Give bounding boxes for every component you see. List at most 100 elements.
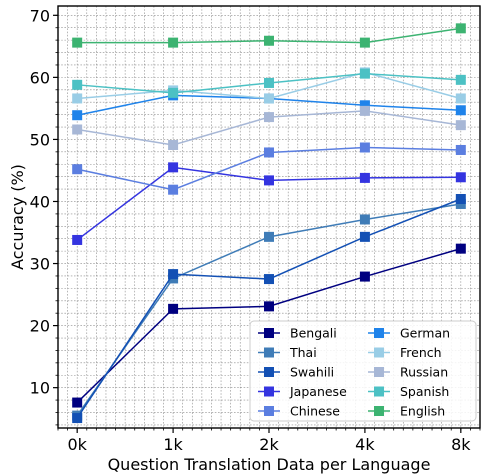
data-point-marker [359,214,370,225]
legend-label: Thai [289,345,317,360]
data-point-marker [359,142,370,153]
series-swahili [72,194,466,424]
y-tick-label: 10 [30,379,50,398]
series-english [72,23,466,48]
data-point-marker [359,271,370,282]
legend-swatch-marker [264,328,274,338]
x-tick-label: 1k [163,435,183,454]
series-japanese [72,162,466,245]
legend-item: Japanese [258,384,347,399]
series-lines [72,23,466,424]
data-point-marker [72,164,83,175]
data-point-marker [168,269,179,280]
data-point-marker [264,35,274,46]
series-spanish [72,68,466,98]
data-point-marker [72,397,83,408]
data-point-marker [168,303,179,314]
y-tick-label: 60 [30,68,50,87]
y-tick-label: 40 [30,192,50,211]
data-point-marker [264,147,274,158]
legend-item: Bengali [258,326,337,341]
data-point-marker [168,87,179,98]
legend-item: Spanish [368,384,449,399]
data-point-marker [455,144,466,155]
data-point-marker [359,231,370,242]
data-point-marker [455,243,466,254]
legend-swatch-marker [264,367,274,377]
legend-item: Russian [368,365,448,380]
legend-label: Spanish [400,384,449,399]
legend-item: German [368,326,450,341]
series-chinese [72,142,466,195]
data-point-marker [264,274,274,285]
data-point-marker [359,100,370,111]
y-tick-label: 30 [30,255,50,274]
series-bengali [72,243,466,408]
legend-frame [249,320,477,422]
data-point-marker [72,93,83,104]
data-point-marker [359,105,370,116]
data-point-marker [455,172,466,183]
legend-label: Japanese [289,384,347,399]
data-point-marker [168,140,179,151]
x-tick-label: 2k [259,435,279,454]
legend-item: Thai [258,345,317,360]
y-tick-label: 50 [30,130,50,149]
series-russian [72,105,466,151]
legend: Bengali Thai Swahili Japanese Chinese German F… [249,320,477,422]
data-point-marker [455,74,466,85]
data-point-marker [264,301,274,312]
data-point-marker [455,93,466,104]
data-point-marker [72,110,83,121]
legend-item: Swahili [258,365,334,380]
data-point-marker [359,172,370,183]
data-point-marker [359,68,370,79]
x-tick-label: 8k [451,435,471,454]
legend-swatch-marker [374,328,384,338]
legend-swatch-marker [264,386,274,397]
x-tick-label: 0k [67,435,87,454]
legend-label: Chinese [290,404,340,419]
data-point-marker [455,23,466,34]
legend-swatch-marker [374,406,384,416]
data-point-marker [72,234,83,245]
legend-item: French [368,345,442,360]
legend-label: English [400,404,445,419]
legend-item: Chinese [258,404,340,419]
data-point-marker [264,93,274,104]
legend-swatch-marker [374,386,384,397]
legend-label: Swahili [290,365,334,380]
legend-label: Russian [400,365,448,380]
legend-swatch-marker [374,347,384,358]
legend-label: German [400,326,450,341]
y-tick-label: 20 [30,317,50,336]
legend-label: French [400,345,442,360]
data-point-marker [72,124,83,135]
y-tick-label: 70 [30,6,50,25]
legend-swatch-marker [264,347,274,358]
data-point-marker [455,105,466,116]
legend-swatch-marker [264,406,274,416]
data-point-marker [264,77,274,88]
data-point-marker [359,37,370,48]
y-axis-label: Accuracy (%) [8,164,27,270]
data-point-marker [72,413,83,424]
data-point-marker [264,175,274,186]
data-point-marker [168,162,179,173]
data-point-marker [168,37,179,48]
data-point-marker [168,184,179,195]
data-point-marker [72,37,83,48]
legend-item: English [368,404,445,419]
data-point-marker [455,120,466,131]
data-point-marker [72,79,83,90]
data-point-marker [264,231,274,242]
legend-label: Bengali [290,326,337,341]
data-point-marker [264,112,274,123]
x-tick-label: 4k [355,435,375,454]
axes: 10 20 30 40 50 60 70 0k 1k 2k 4k 8k [30,6,481,454]
legend-swatch-marker [374,367,384,377]
x-axis-label: Question Translation Data per Language [108,455,431,474]
data-point-marker [455,194,466,205]
